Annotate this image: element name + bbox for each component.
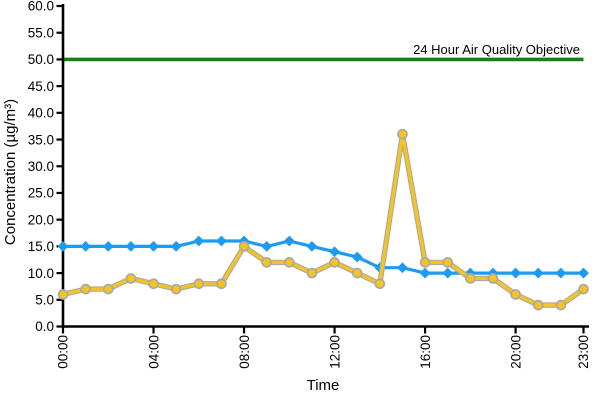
y-tick-label: 10.0 — [28, 266, 54, 281]
data-point-diamond — [80, 240, 92, 252]
y-tick-label: 30.0 — [28, 159, 54, 174]
data-point-circle — [464, 273, 476, 284]
data-point-circle — [510, 289, 521, 300]
data-point-circle — [555, 299, 567, 311]
data-point-circle — [148, 278, 159, 290]
y-tick-label: 45.0 — [28, 79, 54, 94]
y-tick-label: 35.0 — [28, 132, 54, 147]
data-point-diamond — [193, 235, 205, 247]
data-point-circle — [261, 257, 273, 268]
data-point-circle — [374, 278, 386, 290]
data-point-diamond — [351, 251, 363, 263]
objective-line-label: 24 Hour Air Quality Objective — [413, 42, 580, 57]
data-point-circle — [532, 299, 544, 311]
data-point-circle — [351, 267, 363, 279]
data-point-circle — [80, 283, 91, 295]
data-point-circle — [216, 278, 227, 290]
data-point-diamond — [397, 262, 408, 274]
y-tick-label: 25.0 — [28, 186, 54, 201]
x-tick-label: 23:00 — [576, 335, 591, 369]
x-tick-label: 08:00 — [237, 335, 252, 369]
x-tick-label: 12:00 — [327, 335, 342, 369]
data-point-diamond — [532, 267, 544, 279]
data-point-circle — [102, 283, 114, 295]
data-point-diamond — [102, 240, 114, 252]
data-point-circle — [329, 257, 340, 268]
data-point-diamond — [148, 240, 159, 252]
y-tick-label: 40.0 — [28, 106, 54, 121]
y-axis-title: Concentration (µg/m³) — [2, 99, 19, 245]
data-point-circle — [170, 283, 182, 295]
data-point-diamond — [578, 267, 589, 279]
data-point-diamond — [306, 240, 318, 252]
data-point-circle — [397, 128, 408, 140]
data-point-diamond — [419, 267, 431, 279]
data-point-circle — [578, 283, 589, 295]
x-axis-title: Time — [307, 377, 340, 394]
chart-generated-content: 0.0 5.0 10.0 15.0 20.0 25.0 30.0 35.0 40.0 45.0 50… — [28, 0, 592, 369]
data-point-diamond — [170, 240, 182, 252]
y-tick-label: 20.0 — [28, 212, 54, 227]
y-tick-label: 5.0 — [35, 293, 54, 308]
data-point-circle — [238, 241, 250, 252]
data-point-circle — [57, 289, 69, 300]
y-tick-label: 55.0 — [28, 25, 54, 40]
data-point-circle — [442, 257, 454, 268]
x-tick-label: 16:00 — [418, 335, 433, 369]
data-point-diamond — [216, 235, 227, 247]
data-point-circle — [125, 273, 137, 284]
data-point-diamond — [125, 240, 137, 252]
data-point-diamond — [283, 235, 295, 247]
series-line — [62, 132, 585, 307]
data-point-circle — [487, 273, 499, 284]
y-tick-label: 60.0 — [28, 0, 54, 14]
data-point-diamond — [57, 240, 69, 252]
data-point-diamond — [261, 240, 273, 252]
data-point-diamond — [555, 267, 567, 279]
data-point-circle — [283, 257, 295, 268]
y-tick-label: 50.0 — [28, 52, 54, 67]
x-tick-label: 04:00 — [146, 335, 161, 369]
data-point-diamond — [329, 246, 340, 258]
x-tick-label: 00:00 — [56, 335, 71, 369]
data-point-circle — [419, 257, 431, 268]
x-tick-label: 20:00 — [508, 335, 523, 369]
y-tick-label: 0.0 — [35, 319, 54, 334]
data-point-diamond — [442, 267, 454, 279]
y-tick-label: 15.0 — [28, 239, 54, 254]
data-point-circle — [193, 278, 205, 290]
data-point-circle — [306, 267, 318, 279]
data-point-diamond — [510, 267, 522, 279]
